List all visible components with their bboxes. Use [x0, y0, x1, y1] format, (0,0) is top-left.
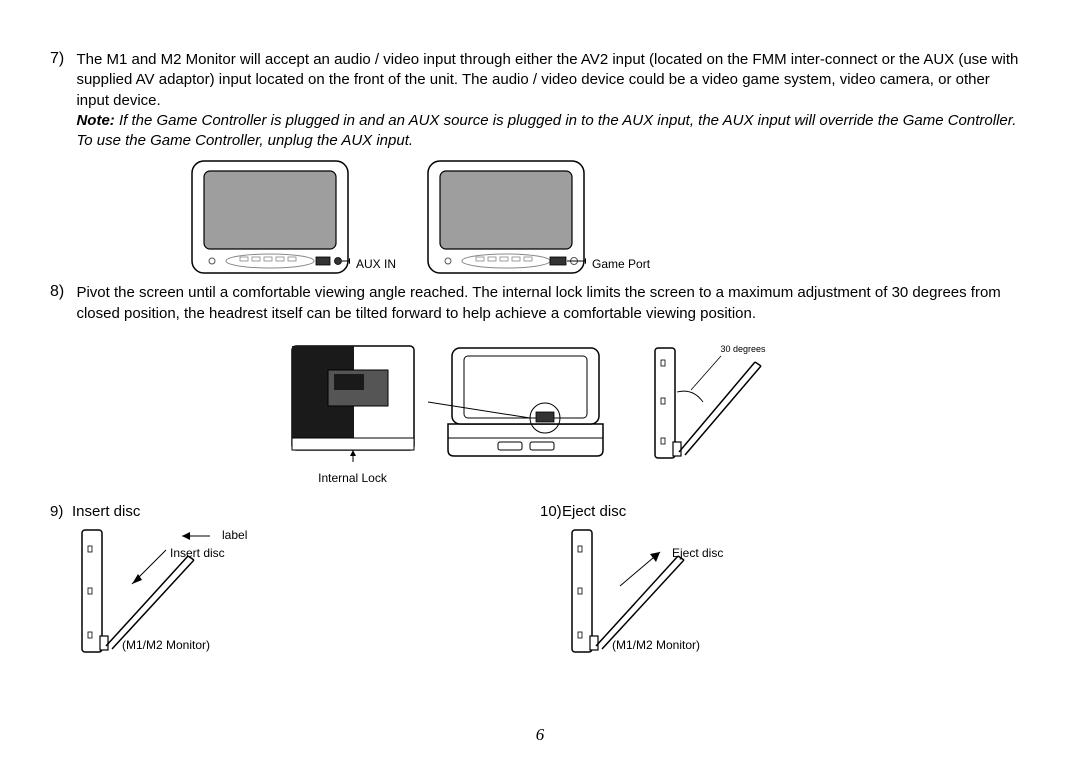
- insert-monitor-text: (M1/M2 Monitor): [122, 638, 210, 652]
- eject-monitor-text: (M1/M2 Monitor): [612, 638, 700, 652]
- step7-block: 7) The M1 and M2 Monitor will accept an …: [50, 50, 1030, 151]
- step8-body: Pivot the screen until a comfortable vie…: [76, 283, 1026, 324]
- internal-lock-icon: [288, 342, 418, 462]
- step7-number: 7): [50, 50, 72, 68]
- step9-number: 9): [50, 503, 72, 520]
- internal-lock-block: Internal Lock: [288, 342, 418, 485]
- step8-number: 8): [50, 283, 72, 301]
- open-headrest-block: [428, 342, 633, 472]
- step8-text: Pivot the screen until a comfortable vie…: [76, 283, 1026, 324]
- step7-body: The M1 and M2 Monitor will accept an aud…: [76, 50, 1026, 151]
- step7-text: The M1 and M2 Monitor will accept an aud…: [76, 50, 1026, 111]
- monitor-aux-icon: [190, 159, 350, 275]
- bottom-row: 9)Insert disc lab: [50, 503, 1030, 664]
- eject-disc-diagram: Eject disc (M1/M2 Monitor): [540, 524, 1030, 664]
- step8-block: 8) Pivot the screen until a comfortable …: [50, 283, 1030, 324]
- side-view-icon: [643, 342, 793, 467]
- insert-disc-text: Insert disc: [170, 546, 225, 560]
- insert-disc-diagram: label Insert disc (M1/M2 Monitor): [50, 524, 540, 664]
- monitor-gameport-icon: [426, 159, 586, 275]
- monitor-gameport-block: Game Port: [426, 159, 650, 275]
- gameport-label: Game Port: [592, 257, 650, 271]
- page-number: 6: [536, 725, 545, 745]
- note-label: Note:: [76, 112, 114, 129]
- eject-disc-text: Eject disc: [672, 546, 723, 560]
- open-headrest-icon: [428, 342, 633, 467]
- label-text: label: [222, 528, 247, 542]
- side-view-block: 30 degrees: [643, 342, 793, 472]
- step9-title-text: Insert disc: [72, 503, 140, 520]
- monitors-row: AUX IN Game Port: [190, 159, 1030, 275]
- step9-block: 9)Insert disc lab: [50, 503, 540, 664]
- step7-note: Note: If the Game Controller is plugged …: [76, 111, 1026, 152]
- angle-label: 30 degrees: [721, 344, 766, 354]
- note-text: If the Game Controller is plugged in and…: [76, 112, 1016, 149]
- step10-title: 10)Eject disc: [540, 503, 1030, 520]
- internal-lock-caption: Internal Lock: [288, 471, 418, 485]
- step10-block: 10)Eject disc Eject disc (M1/M2 Monito: [540, 503, 1030, 664]
- pivot-row: Internal Lock: [50, 342, 1030, 485]
- step10-title-text: Eject disc: [562, 503, 626, 520]
- aux-in-label: AUX IN: [356, 257, 396, 271]
- monitor-aux-block: AUX IN: [190, 159, 396, 275]
- step10-number: 10): [540, 503, 562, 520]
- step9-title: 9)Insert disc: [50, 503, 540, 520]
